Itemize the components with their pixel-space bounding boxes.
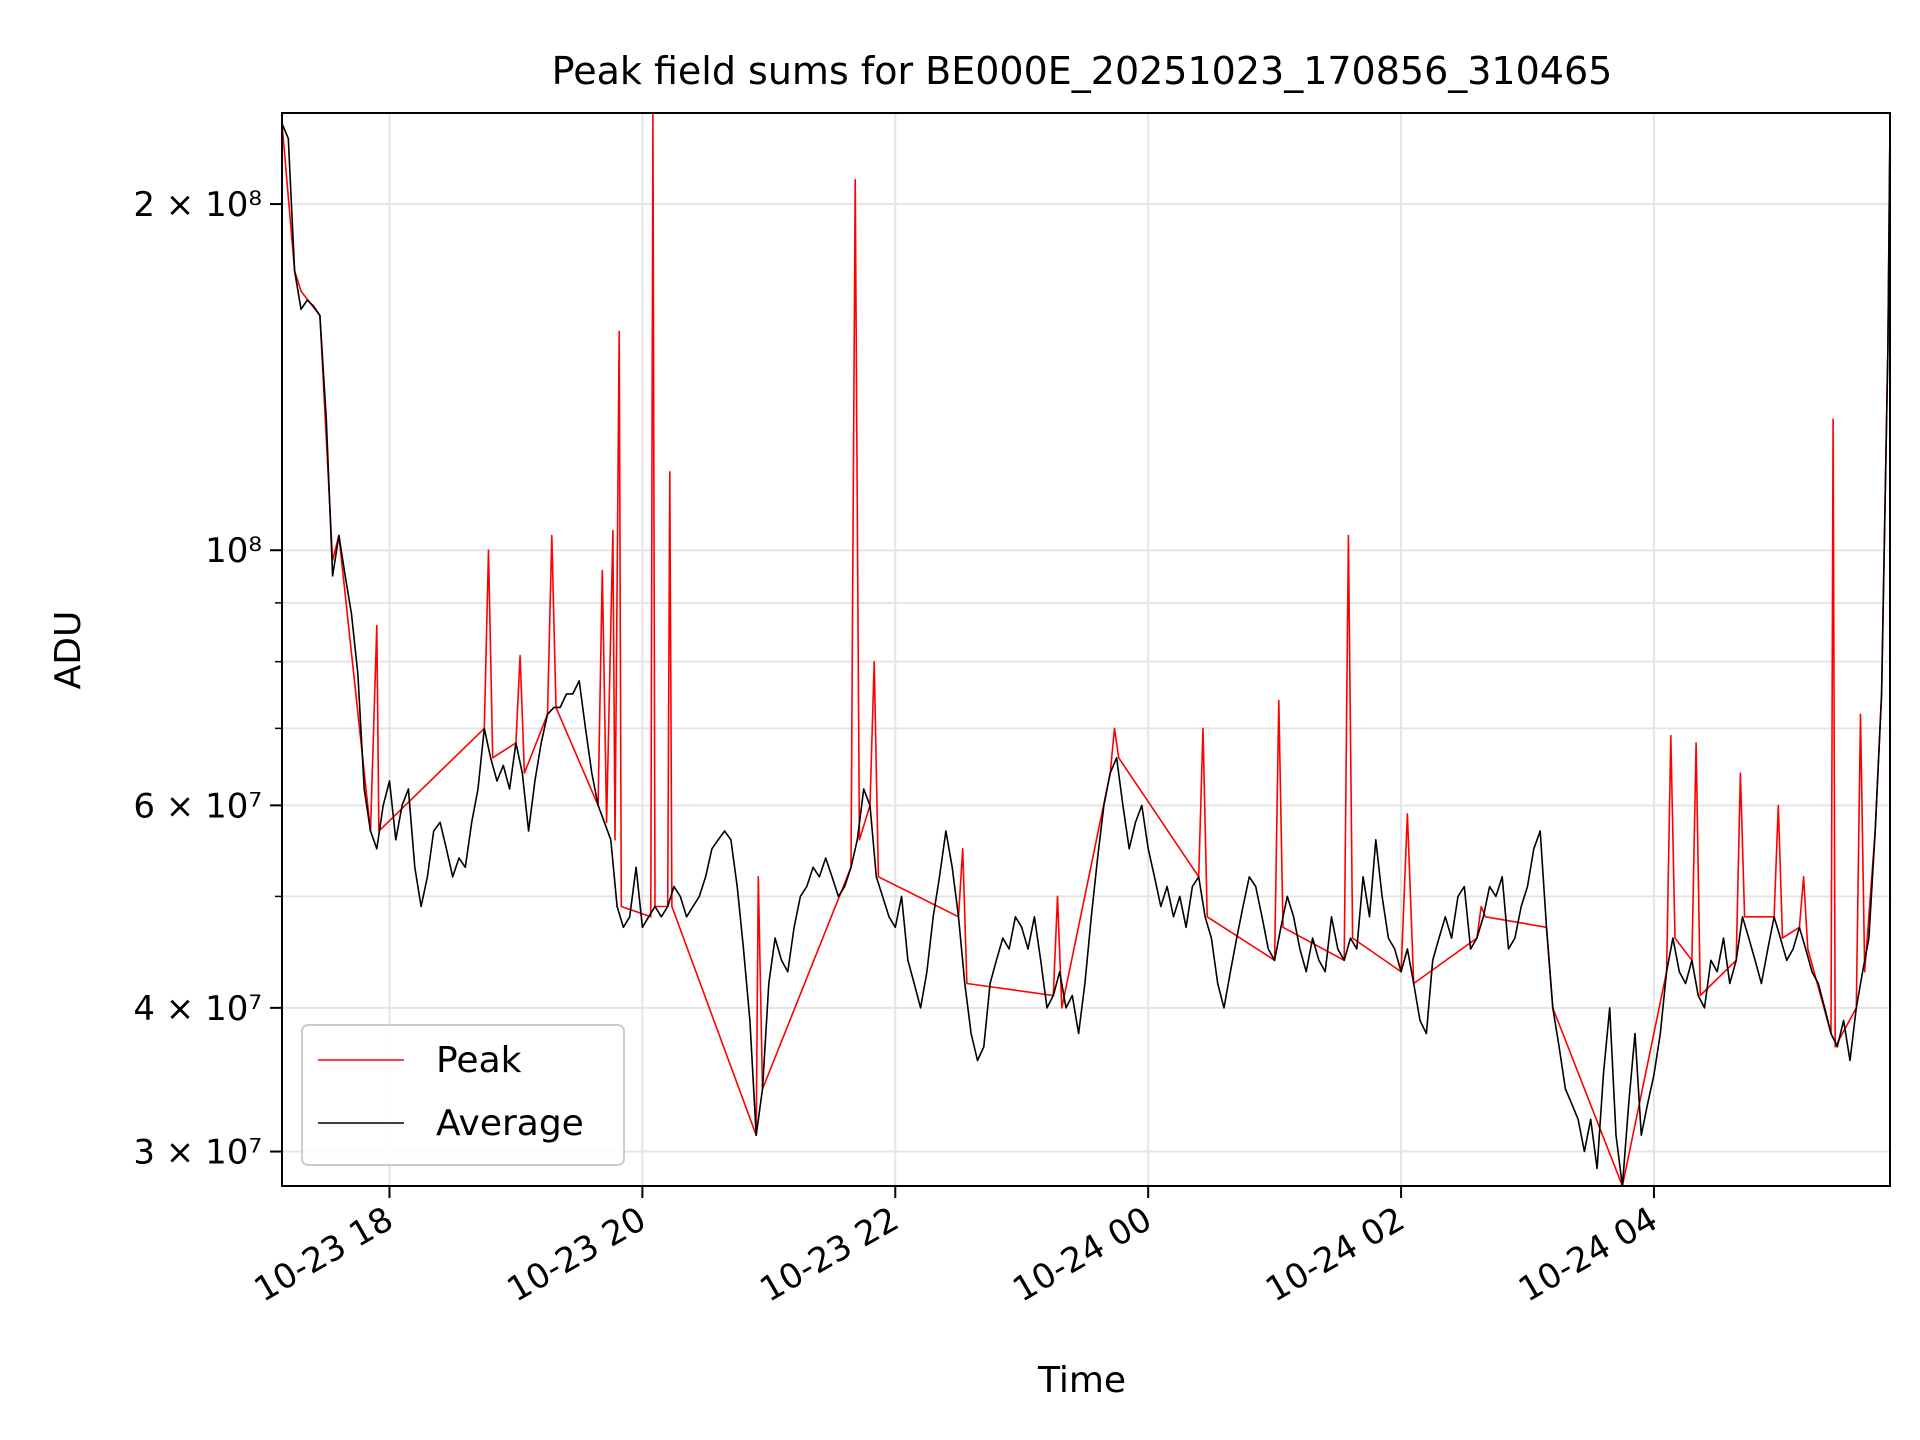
y-axis-label: ADU [48,611,89,690]
y-tick-label: 10⁸ [205,531,262,571]
y-tick-label: 6 × 10⁷ [133,786,262,826]
y-tick-label: 3 × 10⁷ [133,1133,262,1173]
y-tick-label: 2 × 10⁸ [133,185,262,225]
grid-layer [282,113,1890,1186]
series-line-average [282,123,1890,1186]
x-axis-label: Time [1037,1360,1126,1401]
legend: Peak Average [301,1024,625,1166]
series-layer [282,113,1890,1186]
y-tick-label: 4 × 10⁷ [133,989,262,1029]
series-line-peak [282,113,1890,1186]
legend-label-average: Average [436,1103,584,1144]
chart-title: Peak field sums for BE000E_20251023_1708… [552,49,1613,93]
plot-frame [281,112,1891,1187]
y-axis: 3 × 10⁷ 4 × 10⁷ 6 × 10⁷ 10⁸ 2 × 10⁸ [133,185,282,1173]
legend-label-peak: Peak [436,1040,522,1081]
